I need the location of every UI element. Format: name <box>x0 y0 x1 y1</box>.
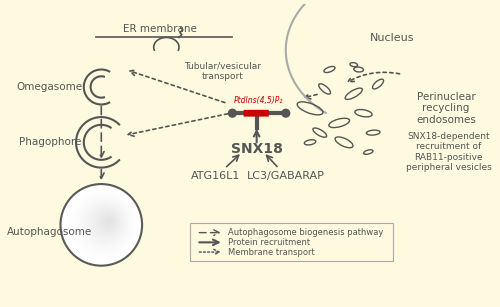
Circle shape <box>94 209 120 235</box>
Circle shape <box>63 186 140 263</box>
Circle shape <box>91 207 122 238</box>
Circle shape <box>108 220 110 222</box>
Circle shape <box>85 202 126 243</box>
Text: Omegasome: Omegasome <box>17 82 83 92</box>
Circle shape <box>68 189 138 259</box>
Circle shape <box>71 192 135 256</box>
Text: Phagophore: Phagophore <box>18 137 81 147</box>
Circle shape <box>66 188 138 260</box>
Circle shape <box>84 202 126 244</box>
Circle shape <box>62 185 142 265</box>
Circle shape <box>93 208 120 236</box>
Text: SNX18-dependent
recruitment of
RAB11-positive
peripheral vesicles: SNX18-dependent recruitment of RAB11-pos… <box>406 132 492 172</box>
Circle shape <box>88 204 124 241</box>
Circle shape <box>64 187 140 262</box>
Text: Perinuclear
recycling
endosomes: Perinuclear recycling endosomes <box>416 92 476 125</box>
Circle shape <box>60 184 142 266</box>
Circle shape <box>68 190 136 258</box>
Circle shape <box>100 214 116 229</box>
Circle shape <box>98 212 117 231</box>
Circle shape <box>74 194 134 254</box>
Circle shape <box>72 193 134 255</box>
Circle shape <box>107 219 111 223</box>
Circle shape <box>82 201 128 245</box>
Text: Nucleus: Nucleus <box>370 33 415 43</box>
Circle shape <box>90 206 122 239</box>
Circle shape <box>102 215 115 228</box>
Circle shape <box>74 195 132 253</box>
Circle shape <box>80 199 129 247</box>
Text: LC3/GABARAP: LC3/GABARAP <box>247 171 324 181</box>
Circle shape <box>86 203 125 242</box>
Circle shape <box>65 188 139 261</box>
Circle shape <box>102 216 114 227</box>
Circle shape <box>88 205 124 240</box>
Text: Membrane transport: Membrane transport <box>228 247 314 257</box>
Circle shape <box>78 197 130 250</box>
Text: SNX18: SNX18 <box>230 142 282 156</box>
Circle shape <box>282 109 290 117</box>
Circle shape <box>60 184 142 266</box>
Text: ATG16L1: ATG16L1 <box>191 171 240 181</box>
Circle shape <box>228 109 236 117</box>
Circle shape <box>79 198 130 249</box>
Circle shape <box>77 196 131 251</box>
Circle shape <box>105 217 112 225</box>
Circle shape <box>96 210 119 234</box>
Circle shape <box>96 211 118 232</box>
Text: Tubular/vesicular
transport: Tubular/vesicular transport <box>184 62 261 81</box>
Text: PtdIns(4,5)P₂: PtdIns(4,5)P₂ <box>234 96 283 105</box>
Text: ER membrane: ER membrane <box>122 24 196 34</box>
Circle shape <box>99 213 116 231</box>
Circle shape <box>70 191 136 257</box>
Circle shape <box>104 216 114 226</box>
Text: Protein recruitment: Protein recruitment <box>228 238 310 247</box>
Circle shape <box>82 200 128 247</box>
Text: Autophagosome: Autophagosome <box>7 227 92 237</box>
Circle shape <box>106 218 112 224</box>
Text: Autophagosome biogenesis pathway: Autophagosome biogenesis pathway <box>228 228 383 237</box>
FancyBboxPatch shape <box>244 110 269 117</box>
Circle shape <box>76 196 132 252</box>
Circle shape <box>92 208 121 237</box>
